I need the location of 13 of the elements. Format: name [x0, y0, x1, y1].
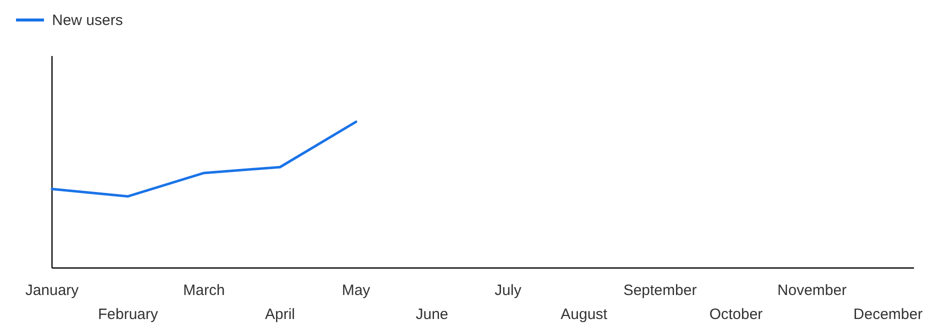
- x-tick-label: April: [264, 306, 296, 323]
- x-tick-label: February: [98, 306, 159, 323]
- x-tick-label: July: [494, 282, 522, 299]
- x-tick-label: January: [25, 282, 80, 299]
- x-tick-label: October: [709, 306, 763, 323]
- x-tick-label: June: [416, 306, 448, 323]
- legend-label: New users: [52, 12, 123, 29]
- x-tick-label: March: [183, 282, 225, 299]
- x-tick-label: May: [342, 282, 371, 299]
- x-tick-label: September: [623, 282, 697, 299]
- x-tick-label: August: [560, 306, 608, 323]
- x-tick-label: November: [777, 282, 847, 299]
- x-tick-label: December: [853, 306, 923, 323]
